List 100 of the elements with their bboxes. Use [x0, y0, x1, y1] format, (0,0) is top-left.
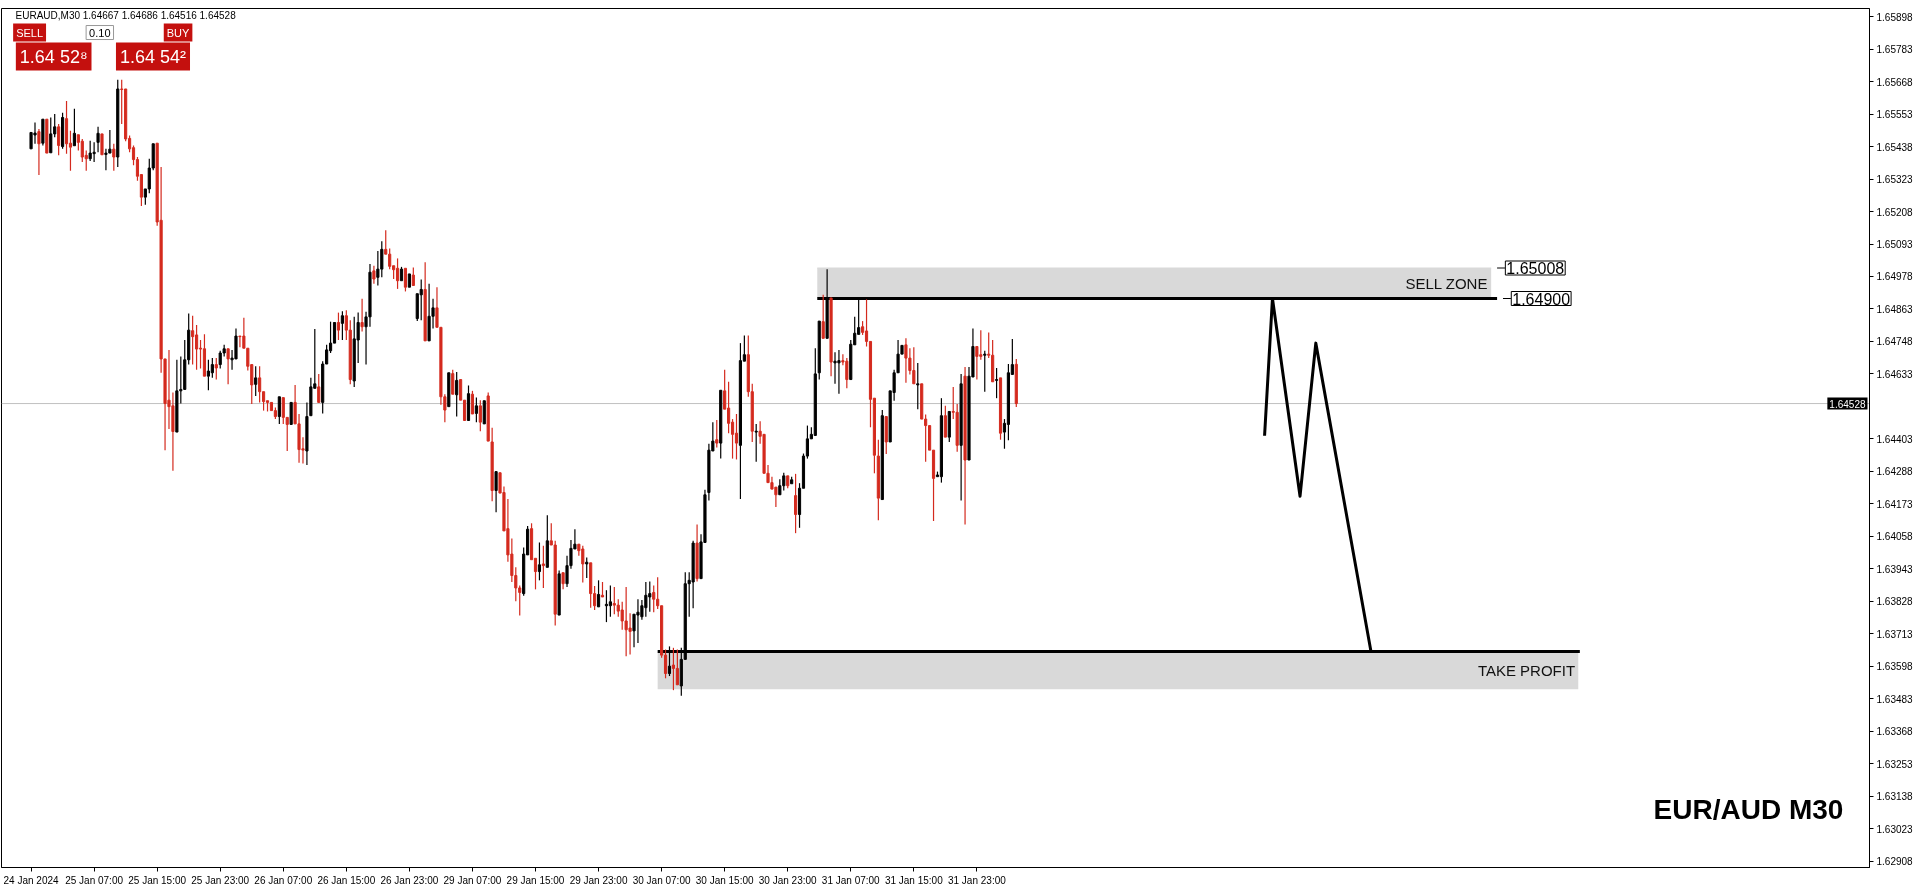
y-tick-label: 1.63023 [1876, 823, 1914, 835]
band-label: SELL ZONE [1405, 274, 1488, 292]
candlestick [959, 373, 963, 502]
x-tick-label: 30 Jan 23:00 [758, 874, 818, 886]
y-tick-label: 1.63943 [1876, 563, 1914, 575]
candlestick [829, 297, 833, 377]
candlestick [833, 351, 837, 385]
candlestick [289, 401, 293, 425]
y-tick-label: 1.65093 [1876, 239, 1914, 250]
candlestick [561, 572, 565, 590]
y-tick-label: 1.65783 [1876, 44, 1914, 56]
y-tick-label: 1.63253 [1876, 758, 1914, 770]
y-tick-label: 1.65438 [1876, 141, 1914, 153]
band-label: TAKE PROFIT [1477, 661, 1576, 679]
candlestick [376, 250, 380, 287]
x-tick-label: 26 Jan 07:00 [254, 874, 313, 886]
y-tick-label: 1.65323 [1876, 174, 1914, 186]
ref-line-label: 1.64528 [1829, 398, 1866, 410]
candlestick [904, 337, 908, 384]
candlestick [624, 586, 628, 657]
x-tick-label: 29 Jan 23:00 [569, 874, 628, 886]
candlestick [632, 613, 636, 648]
candlestick [557, 569, 561, 616]
candlestick [372, 265, 376, 285]
y-tick-label: 1.64288 [1876, 466, 1914, 478]
x-tick-label: 30 Jan 07:00 [632, 874, 691, 886]
y-tick-label: 1.64633 [1876, 368, 1914, 380]
candlestick [691, 540, 695, 609]
candlestick [45, 118, 49, 154]
y-tick-label: 1.65898 [1876, 11, 1914, 23]
annotation: SELL [16, 26, 44, 39]
candlestick [466, 384, 471, 421]
candlestick [226, 348, 230, 385]
candlestick [715, 419, 719, 449]
ref-line-label: 1.64900 [1512, 290, 1571, 308]
chart-title: EURAUD,M30 1.64667 1.64686 1.64516 1.64528 [15, 9, 237, 21]
annotation: 1.64 54² [119, 46, 187, 67]
annotation: BUY [166, 26, 191, 39]
candlestick [72, 108, 76, 147]
candlestick [171, 391, 175, 472]
ref-line-label: 1.65008 [1506, 260, 1565, 278]
y-tick-label: 1.63483 [1876, 693, 1914, 705]
y-tick-label: 1.63828 [1876, 596, 1914, 608]
candlestick [447, 372, 451, 408]
candlestick [821, 294, 825, 339]
candlestick [175, 359, 179, 433]
candlestick [912, 346, 916, 385]
x-tick-label: 25 Jan 23:00 [191, 874, 250, 886]
annotation: 0.10 [89, 26, 111, 39]
candlestick [234, 327, 238, 360]
y-tick-label: 1.64863 [1876, 303, 1914, 315]
candlestick [636, 598, 640, 644]
candlestick [368, 263, 372, 328]
candlestick [427, 283, 431, 342]
x-tick-label: 31 Jan 23:00 [947, 874, 1007, 886]
candlestick [423, 261, 427, 342]
candlestick [309, 377, 313, 417]
annotation: 1.64 52⁸ [19, 46, 88, 67]
candlestick [837, 349, 841, 395]
x-tick-label: 31 Jan 07:00 [821, 874, 881, 886]
candlestick [100, 133, 104, 156]
candlestick [695, 523, 699, 583]
y-tick-label: 1.63598 [1876, 661, 1914, 673]
candlestick [482, 400, 486, 425]
x-tick-label: 26 Jan 23:00 [380, 874, 439, 886]
candlestick [407, 273, 411, 288]
y-tick-label: 1.64058 [1876, 531, 1914, 543]
candlestick [675, 648, 679, 686]
y-tick-label: 1.64173 [1876, 498, 1914, 510]
x-tick-label: 30 Jan 15:00 [695, 874, 755, 886]
x-tick-label: 25 Jan 07:00 [65, 874, 124, 886]
y-tick-label: 1.62908 [1876, 856, 1914, 868]
candlestick [108, 129, 112, 154]
candlestick [774, 486, 778, 508]
candlestick [794, 473, 798, 534]
y-tick-label: 1.65208 [1876, 206, 1914, 218]
y-tick-label: 1.64748 [1876, 336, 1914, 348]
x-tick-label: 26 Jan 15:00 [317, 874, 376, 886]
y-tick-label: 1.63138 [1876, 791, 1914, 803]
y-tick-label: 1.65668 [1876, 76, 1914, 88]
y-tick-label: 1.65553 [1876, 109, 1914, 121]
x-tick-label: 29 Jan 07:00 [443, 874, 502, 886]
y-tick-label: 1.63713 [1876, 628, 1914, 640]
candlestick [963, 366, 967, 526]
y-tick-label: 1.63368 [1876, 726, 1914, 738]
candlestick [541, 545, 545, 589]
y-tick-label: 1.64403 [1876, 433, 1914, 445]
candlestick [41, 118, 45, 147]
x-tick-label: 29 Jan 15:00 [506, 874, 565, 886]
candlestick [813, 347, 817, 436]
x-tick-label: 24 Jan 2024 [3, 874, 60, 886]
candlestick [545, 514, 549, 568]
candlestick [916, 362, 920, 410]
y-tick-label: 1.64978 [1876, 271, 1914, 283]
candlestick [96, 126, 100, 153]
annotation: EUR/AUD M30 [1653, 793, 1844, 825]
candlestick [360, 298, 364, 333]
x-tick-label: 25 Jan 15:00 [128, 874, 187, 886]
x-tick-label: 31 Jan 15:00 [884, 874, 944, 886]
candlestick [33, 121, 37, 145]
